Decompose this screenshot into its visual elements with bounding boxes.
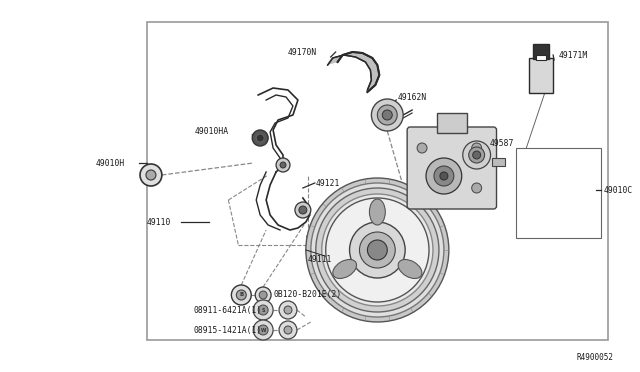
Text: 49111: 49111: [308, 256, 332, 264]
Bar: [492, 158, 506, 166]
Text: R4900052: R4900052: [577, 353, 614, 362]
Circle shape: [280, 162, 286, 168]
Bar: [516, 148, 601, 238]
Circle shape: [253, 300, 273, 320]
Circle shape: [426, 158, 462, 194]
Circle shape: [299, 206, 307, 214]
Circle shape: [326, 198, 429, 302]
Circle shape: [276, 158, 290, 172]
Text: 49121: 49121: [316, 179, 340, 187]
Bar: [529, 58, 553, 93]
Ellipse shape: [398, 260, 422, 279]
Circle shape: [306, 178, 449, 322]
Bar: [536, 55, 546, 60]
Text: B: B: [239, 292, 243, 298]
Circle shape: [232, 285, 252, 305]
Circle shape: [472, 183, 482, 193]
Circle shape: [284, 326, 292, 334]
Circle shape: [259, 291, 267, 299]
Text: 08911-6421A(1): 08911-6421A(1): [194, 305, 262, 314]
Text: 49010HA: 49010HA: [195, 126, 228, 135]
Circle shape: [279, 321, 297, 339]
Text: 08915-1421A(1): 08915-1421A(1): [194, 326, 262, 334]
Circle shape: [146, 170, 156, 180]
Circle shape: [378, 105, 397, 125]
Circle shape: [140, 164, 162, 186]
Circle shape: [322, 194, 433, 306]
Circle shape: [256, 134, 264, 142]
Circle shape: [252, 130, 268, 146]
Circle shape: [367, 240, 387, 260]
Circle shape: [463, 141, 491, 169]
Circle shape: [253, 320, 273, 340]
Circle shape: [258, 325, 268, 335]
Bar: [533, 44, 549, 59]
Ellipse shape: [369, 199, 385, 225]
Text: 49010C: 49010C: [604, 186, 633, 195]
Text: 49110: 49110: [147, 218, 172, 227]
Circle shape: [371, 99, 403, 131]
Text: 49010H: 49010H: [95, 158, 125, 167]
Text: 49170N: 49170N: [288, 48, 317, 57]
Polygon shape: [328, 52, 380, 92]
Text: 49162N: 49162N: [397, 93, 426, 102]
Circle shape: [472, 143, 482, 153]
Bar: [437, 113, 467, 133]
Circle shape: [434, 166, 454, 186]
Circle shape: [236, 290, 246, 300]
Ellipse shape: [333, 260, 356, 279]
Circle shape: [360, 232, 396, 268]
Bar: [147, 22, 608, 340]
Circle shape: [349, 222, 405, 278]
Circle shape: [316, 188, 439, 312]
Text: W: W: [260, 327, 266, 333]
Circle shape: [295, 202, 311, 218]
Circle shape: [255, 287, 271, 303]
Circle shape: [382, 110, 392, 120]
Circle shape: [311, 183, 444, 317]
Circle shape: [440, 172, 448, 180]
Circle shape: [468, 147, 484, 163]
Text: 0B120-B201E(2): 0B120-B201E(2): [273, 291, 341, 299]
Circle shape: [473, 151, 481, 159]
Text: 49587: 49587: [490, 138, 514, 148]
FancyBboxPatch shape: [407, 127, 497, 209]
Circle shape: [284, 306, 292, 314]
Circle shape: [258, 305, 268, 315]
Circle shape: [417, 143, 427, 153]
Text: 49171M: 49171M: [559, 51, 588, 60]
Circle shape: [279, 301, 297, 319]
Text: S: S: [261, 308, 265, 312]
